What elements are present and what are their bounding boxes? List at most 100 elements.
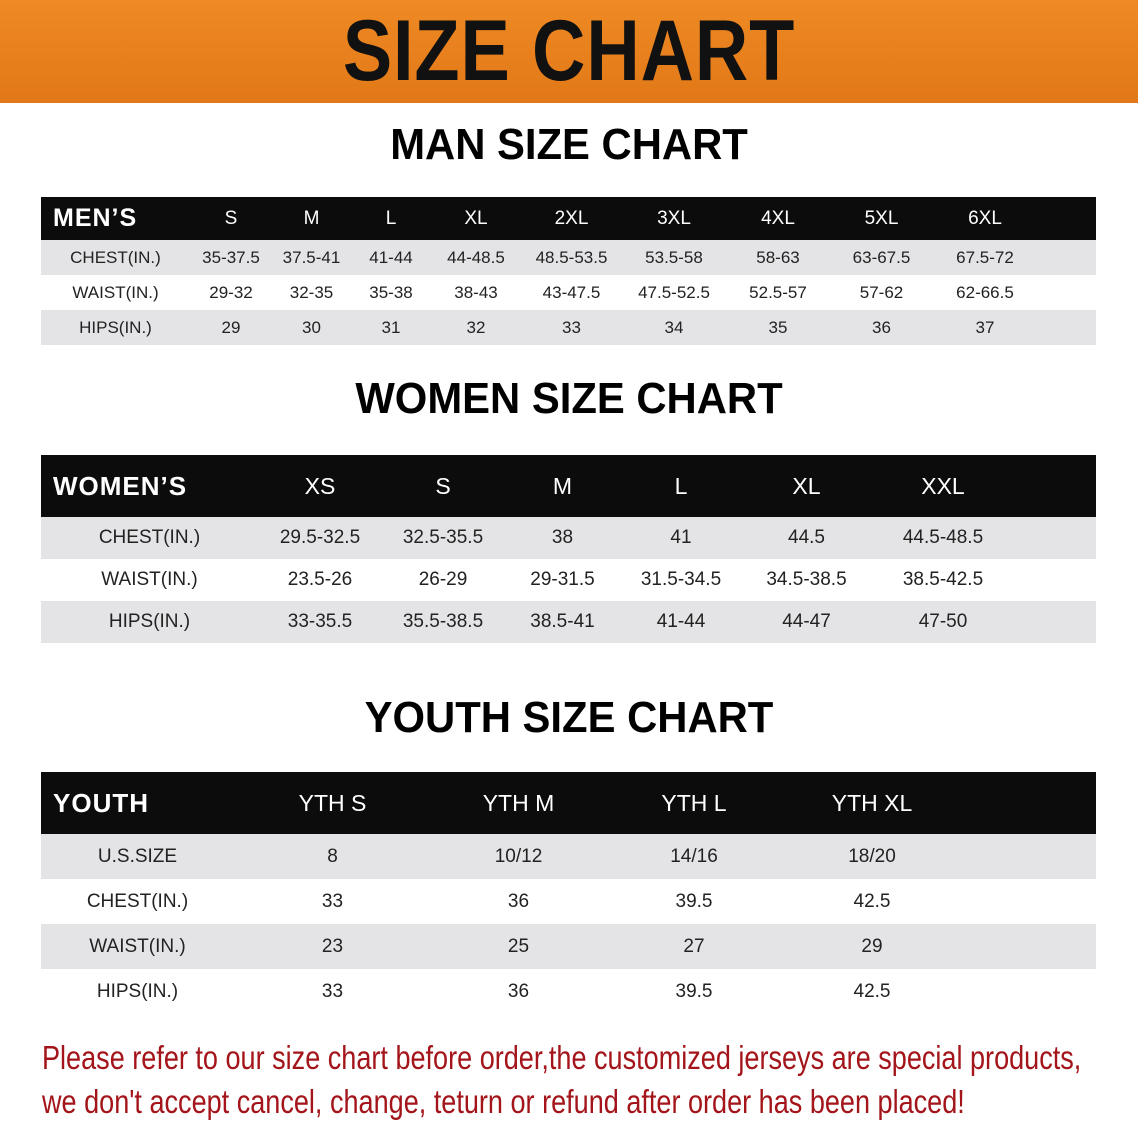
measurement-label: WAIST(IN.) — [101, 569, 198, 590]
size-column-header: YTH S — [234, 772, 431, 834]
measurement-value: 30 — [272, 310, 351, 345]
men-section-title: MAN SIZE CHART — [390, 120, 748, 169]
measurement-value: 36 — [507, 890, 530, 912]
measurement-label: HIPS(IN.) — [41, 601, 258, 643]
size-column-header: YTH XL — [782, 772, 962, 834]
measurement-value: 25 — [431, 924, 606, 969]
women-header-label: WOMEN’S — [41, 455, 258, 517]
notice-line-1: Please refer to our size chart before or… — [42, 1039, 1082, 1076]
table-row: HIPS(IN.) 29 30 31 32 33 34 35 36 37 — [41, 310, 1096, 345]
size-column-header: XXL — [872, 455, 1014, 517]
measurement-value: 44.5 — [741, 517, 872, 559]
measurement-value: 29 — [190, 310, 272, 345]
measurement-value: 67.5-72 — [933, 240, 1037, 275]
youth-section-title: YOUTH SIZE CHART — [364, 693, 774, 742]
size-column-header: XL — [431, 197, 521, 240]
measurement-value: 37.5-41 — [272, 240, 351, 275]
measurement-value: 41 — [621, 517, 741, 559]
measurement-value: 29 — [782, 924, 962, 969]
measurement-label: CHEST(IN.) — [41, 240, 190, 275]
measurement-value: 38-43 — [454, 282, 498, 302]
measurement-value: 33 — [521, 310, 622, 345]
measurement-value: 42.5 — [853, 890, 891, 912]
measurement-label: U.S.SIZE — [41, 834, 234, 879]
size-column-header: 3XL — [622, 197, 726, 240]
measurement-value — [1037, 275, 1096, 310]
measurement-value: 35 — [726, 310, 830, 345]
measurement-value: 8 — [234, 834, 431, 879]
measurement-value: 35-37.5 — [190, 240, 272, 275]
measurement-value: 34 — [622, 310, 726, 345]
size-column-header: 6XL — [933, 197, 1037, 240]
measurement-value: 34.5-38.5 — [766, 569, 847, 590]
measurement-value: 38.5-42.5 — [902, 569, 984, 590]
measurement-value: 18/20 — [782, 834, 962, 879]
measurement-value: 14/16 — [606, 834, 782, 879]
measurement-value — [962, 969, 1096, 1014]
measurement-value: 47-50 — [872, 601, 1014, 643]
measurement-label: WAIST(IN.) — [41, 924, 234, 969]
size-column-header: L — [351, 197, 431, 240]
size-column-header: 5XL — [830, 197, 933, 240]
measurement-value: 38.5-41 — [504, 601, 621, 643]
measurement-value — [962, 879, 1096, 924]
measurement-value: 41-44 — [351, 240, 431, 275]
measurement-label: CHEST(IN.) — [41, 517, 258, 559]
measurement-value: 23 — [234, 924, 431, 969]
size-column-header: M — [504, 455, 621, 517]
size-column-header — [962, 772, 1096, 834]
table-row: WAIST(IN.) 23 25 27 29 — [41, 924, 1096, 969]
measurement-label: CHEST(IN.) — [86, 890, 189, 912]
size-column-header: L — [621, 455, 741, 517]
measurement-value: 29.5-32.5 — [258, 517, 382, 559]
table-row: CHEST(IN.) 29.5-32.5 32.5-35.5 38 41 44.5 44.5… — [41, 517, 1096, 559]
measurement-value: 36 — [507, 980, 530, 1002]
measurement-value — [1014, 517, 1096, 559]
measurement-value: 43-47.5 — [542, 282, 601, 302]
measurement-value: 44-48.5 — [431, 240, 521, 275]
youth-header-label: YOUTH — [41, 772, 234, 834]
measurement-value: 32 — [431, 310, 521, 345]
women-header-row: WOMEN’S XS S M L XL XXL — [41, 455, 1096, 517]
measurement-value: 44-47 — [741, 601, 872, 643]
women-section-title: WOMEN SIZE CHART — [355, 374, 783, 423]
measurement-value: 35-38 — [369, 282, 413, 302]
measurement-value: 62-66.5 — [956, 282, 1014, 302]
measurement-value — [1014, 601, 1096, 643]
measurement-value: 44.5-48.5 — [872, 517, 1014, 559]
youth-size-table: YOUTH YTH S YTH M YTH L YTH XL U.S.SIZE 8 10/12… — [41, 772, 1096, 1014]
youth-header-row: YOUTH YTH S YTH M YTH L YTH XL — [41, 772, 1096, 834]
size-column-header: YTH M — [431, 772, 606, 834]
table-row: WAIST(IN.) 29-32 32-35 35-38 38-43 43-47.5 47.… — [41, 275, 1096, 310]
measurement-value: 41-44 — [621, 601, 741, 643]
measurement-value: 29-32 — [209, 282, 253, 302]
table-row: CHEST(IN.) 35-37.5 37.5-41 41-44 44-48.5 48.5… — [41, 240, 1096, 275]
measurement-value: 52.5-57 — [749, 282, 807, 302]
measurement-value: 36 — [830, 310, 933, 345]
measurement-value — [1037, 240, 1096, 275]
measurement-value: 31 — [351, 310, 431, 345]
measurement-value: 48.5-53.5 — [521, 240, 622, 275]
measurement-value: 35.5-38.5 — [382, 601, 504, 643]
table-row: U.S.SIZE 8 10/12 14/16 18/20 — [41, 834, 1096, 879]
size-column-header: 4XL — [726, 197, 830, 240]
size-column-header: S — [382, 455, 504, 517]
measurement-value: 32.5-35.5 — [382, 517, 504, 559]
measurement-label: HIPS(IN.) — [41, 310, 190, 345]
men-header-row: MEN’S S M L XL 2XL 3XL 4XL 5XL 6XL — [41, 197, 1096, 240]
measurement-value: 63-67.5 — [830, 240, 933, 275]
measurement-value: 29-31.5 — [530, 569, 595, 590]
measurement-value: 57-62 — [859, 282, 904, 302]
measurement-value: 53.5-58 — [622, 240, 726, 275]
size-column-header: M — [272, 197, 351, 240]
measurement-value — [962, 924, 1096, 969]
measurement-value: 10/12 — [431, 834, 606, 879]
measurement-value: 39.5 — [675, 890, 713, 912]
men-size-table: MEN’S S M L XL 2XL 3XL 4XL 5XL 6XL CHEST(IN.) 35-37… — [41, 197, 1096, 345]
title-banner: SIZE CHART — [0, 0, 1138, 103]
measurement-label: HIPS(IN.) — [96, 980, 179, 1002]
men-header-label: MEN’S — [41, 197, 190, 240]
measurement-value — [962, 834, 1096, 879]
size-column-header — [1037, 197, 1096, 240]
measurement-value: 27 — [606, 924, 782, 969]
